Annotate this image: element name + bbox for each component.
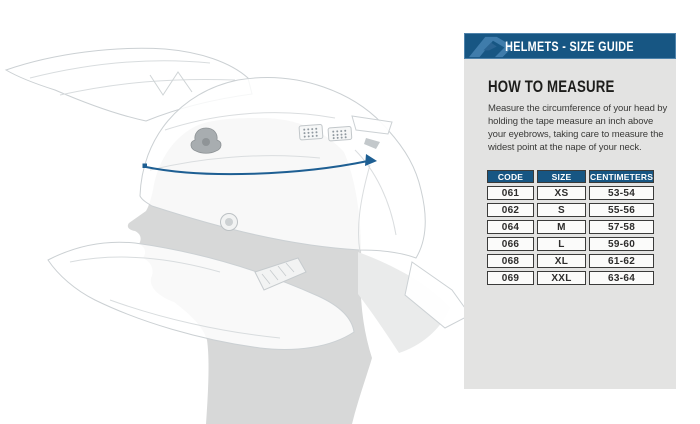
helmet-measure-illustration xyxy=(4,47,465,424)
cell-code: 062 xyxy=(487,203,534,217)
cell-centimeters: 55-56 xyxy=(589,203,655,217)
helmet-rear-flap xyxy=(404,261,465,329)
table-row: 068 XL 61-62 xyxy=(487,254,655,268)
how-to-measure-text: Measure the circumference of your head b… xyxy=(488,103,668,154)
helmet-rear-shade xyxy=(358,252,450,353)
table-row: 064 M 57-58 xyxy=(487,220,655,234)
crown-vent-knob xyxy=(190,127,222,154)
panel-header: HELMETS - SIZE GUIDE xyxy=(464,33,676,59)
size-guide-panel: HELMETS - SIZE GUIDE HOW TO MEASURE Meas… xyxy=(464,33,676,389)
cell-code: 069 xyxy=(487,271,534,285)
column-header-centimeters: CENTIMETERS xyxy=(589,170,655,183)
size-table: CODE SIZE CENTIMETERS 061 XS 53-54 062 S… xyxy=(484,167,657,288)
cell-size: XL xyxy=(537,254,586,268)
cell-centimeters: 57-58 xyxy=(589,220,655,234)
helmet-rear-spoiler xyxy=(351,115,393,149)
cell-size: XS xyxy=(537,186,586,200)
measure-arrow-icon xyxy=(365,154,377,166)
cell-code: 064 xyxy=(487,220,534,234)
cell-code: 068 xyxy=(487,254,534,268)
cell-centimeters: 61-62 xyxy=(589,254,655,268)
panel-title: HELMETS - SIZE GUIDE xyxy=(505,38,635,54)
cell-centimeters: 63-64 xyxy=(589,271,655,285)
measure-line xyxy=(142,154,377,176)
how-to-measure-title: HOW TO MEASURE xyxy=(488,77,615,96)
cell-code: 061 xyxy=(487,186,534,200)
table-row: 062 S 55-56 xyxy=(487,203,655,217)
cell-size: L xyxy=(537,237,586,251)
cell-centimeters: 53-54 xyxy=(589,186,655,200)
top-vent-grilles xyxy=(298,124,353,142)
table-row: 069 XXL 63-64 xyxy=(487,271,655,285)
cell-centimeters: 59-60 xyxy=(589,237,655,251)
cell-size: M xyxy=(537,220,586,234)
table-row: 061 XS 53-54 xyxy=(487,186,655,200)
size-table-header-row: CODE SIZE CENTIMETERS xyxy=(487,170,655,183)
column-header-code: CODE xyxy=(487,170,534,183)
visor-pivot xyxy=(220,213,238,231)
helmet-chin-guard xyxy=(47,241,355,350)
acerbis-logo-icon xyxy=(468,36,514,58)
cell-size: S xyxy=(537,203,586,217)
column-header-size: SIZE xyxy=(537,170,586,183)
cell-size: XXL xyxy=(537,271,586,285)
table-row: 066 L 59-60 xyxy=(487,237,655,251)
helmet-facet-lines xyxy=(149,112,397,253)
cell-code: 066 xyxy=(487,237,534,251)
